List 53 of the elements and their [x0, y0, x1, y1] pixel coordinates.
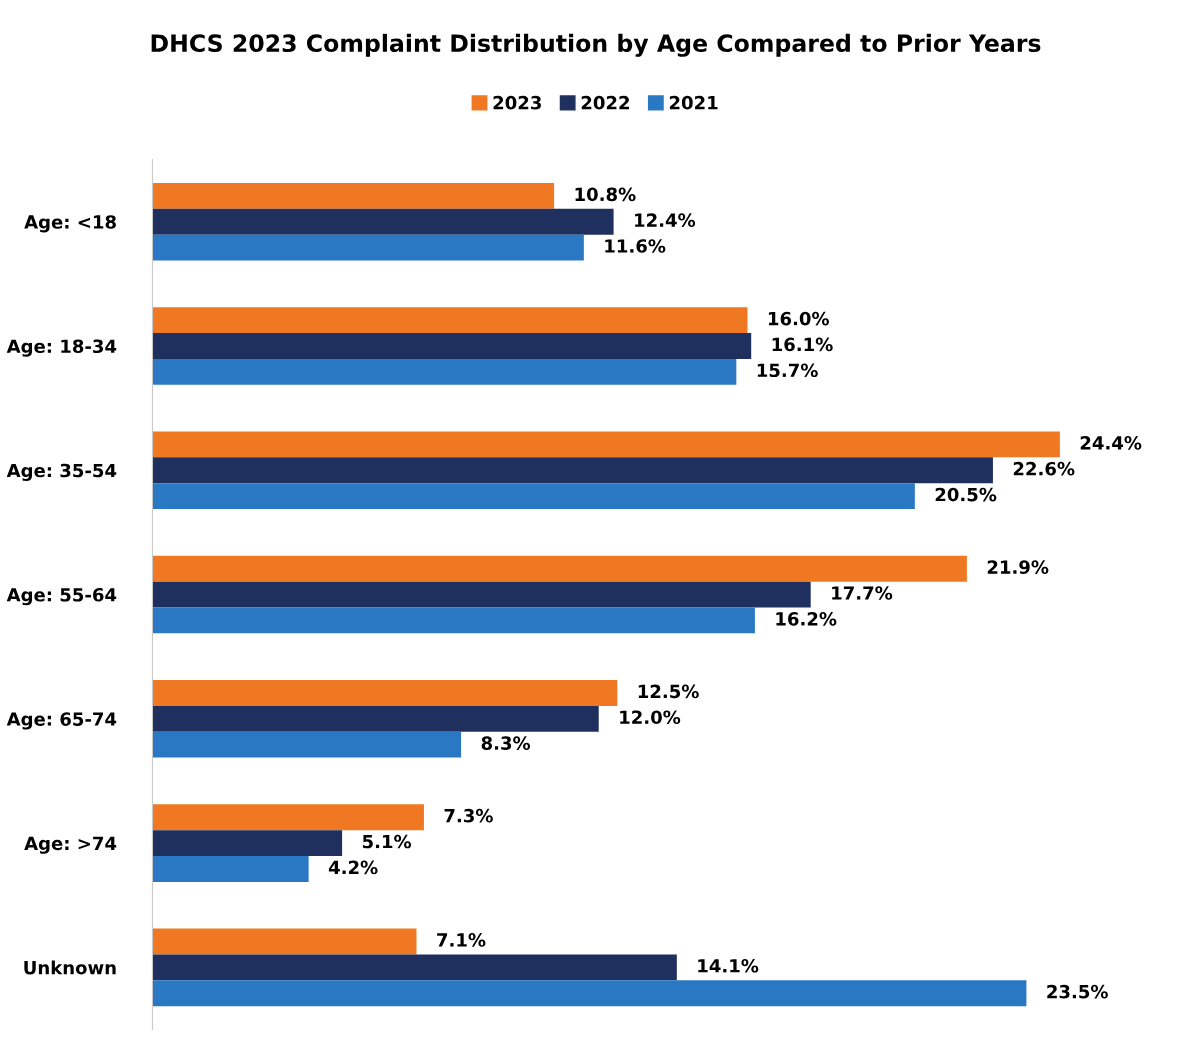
data-label: 14.1%: [698, 958, 759, 973]
data-label: 12.0%: [620, 710, 681, 725]
data-label: 21.9%: [987, 560, 1049, 574]
y-tick-label: Age: >74: [24, 836, 117, 854]
data-label: 7.1%: [437, 933, 486, 947]
data-label: 5.1%: [362, 834, 412, 849]
bar: [152, 705, 599, 732]
bar: [152, 208, 614, 235]
bar: [152, 607, 755, 634]
data-label: 16.1%: [772, 337, 833, 352]
bar: [152, 980, 1027, 1007]
bar: [152, 928, 417, 955]
y-tick-label: Age: 65-74: [6, 712, 117, 730]
y-tick-label: Age: 55-64: [6, 587, 117, 606]
data-label: 7.3%: [444, 808, 493, 823]
data-label: 20.5%: [935, 487, 997, 502]
bar: [152, 581, 811, 608]
bar: [152, 358, 737, 385]
y-tick-label: Age: 18-34: [6, 339, 117, 357]
bar: [152, 804, 424, 831]
legend-label: 2023: [493, 95, 541, 110]
chart-title: DHCS 2023 Complaint Distribution by Age Compared to Prior Years: [151, 33, 1041, 57]
data-label: 24.4%: [1080, 436, 1142, 450]
bar: [152, 555, 967, 582]
bar: [152, 457, 993, 484]
bar: [152, 830, 343, 857]
data-label: 15.7%: [757, 363, 818, 378]
y-tick-label: Unknown: [24, 960, 116, 975]
data-label: 12.4%: [635, 213, 696, 227]
data-label: 23.5%: [1047, 984, 1108, 999]
legend-label: 2021: [669, 95, 718, 110]
data-label: 17.7%: [832, 586, 893, 600]
data-label: 10.8%: [575, 187, 636, 202]
y-tick-label: Age: <18: [24, 215, 116, 233]
y-tick-label: Age: 35-54: [6, 463, 117, 481]
data-label: 12.5%: [638, 684, 699, 699]
bar: [152, 856, 309, 882]
bar: [152, 731, 462, 758]
legend-label: 2022: [581, 95, 629, 110]
bar: [152, 333, 752, 359]
bar: [152, 680, 618, 706]
bar: [152, 307, 748, 334]
data-label: 4.2%: [328, 860, 378, 875]
data-label: 8.3%: [481, 736, 531, 750]
data-label: 16.2%: [776, 611, 837, 626]
data-label: 22.6%: [1013, 461, 1075, 476]
bar: [152, 234, 584, 261]
bar: [152, 182, 555, 209]
bar: [152, 954, 677, 981]
bar: [152, 431, 1060, 458]
data-label: 16.0%: [768, 311, 829, 326]
bar: [152, 483, 915, 510]
data-label: 11.6%: [605, 239, 666, 253]
